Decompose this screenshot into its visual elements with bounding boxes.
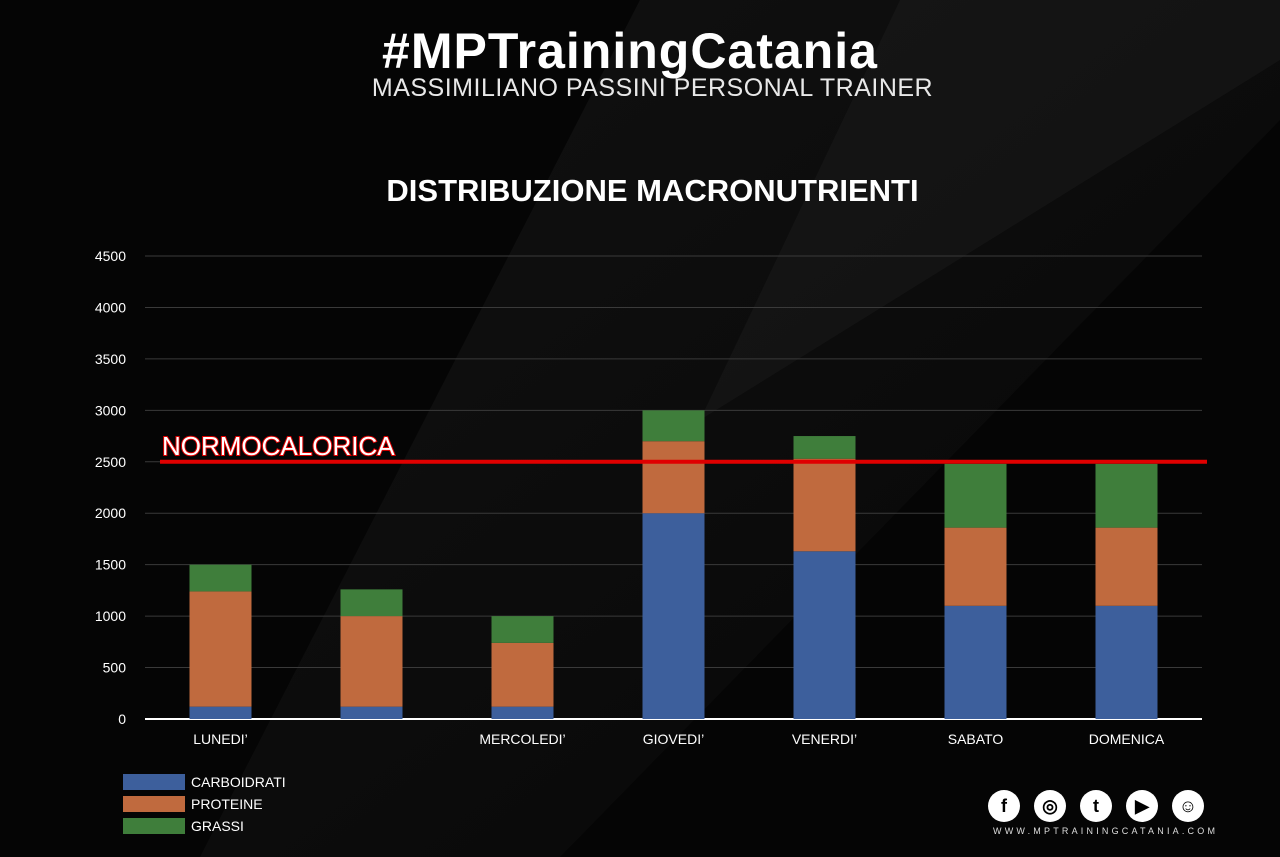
legend-item: CARBOIDRATI	[123, 771, 286, 793]
y-tick-label: 1500	[95, 557, 126, 573]
bar-segment-proteine	[642, 441, 705, 514]
y-tick-label: 2000	[95, 505, 126, 521]
x-tick-label: MERCOLEDI’	[479, 731, 565, 747]
brand-subtitle: MASSIMILIANO PASSINI PERSONAL TRAINER	[371, 74, 934, 102]
x-tick-label: GIOVEDI’	[643, 731, 704, 747]
reference-line-label: NORMOCALORICA	[162, 431, 395, 461]
legend-label: CARBOIDRATI	[191, 774, 286, 790]
social-icons: f ◎ t ▶ ☺	[988, 790, 1218, 822]
bar-segment-carboidrati	[491, 706, 554, 719]
snapchat-icon[interactable]: ☺	[1172, 790, 1204, 822]
bar-segment-proteine	[793, 458, 856, 552]
legend-label: GRASSI	[191, 818, 244, 834]
y-tick-label: 0	[118, 711, 126, 727]
bar-segment-grassi	[944, 463, 1007, 528]
y-tick-label: 3500	[95, 351, 126, 367]
bar-segment-grassi	[491, 616, 554, 643]
bar-segment-carboidrati	[944, 605, 1007, 719]
y-tick-label: 4500	[95, 248, 126, 264]
bar-segment-proteine	[944, 527, 1007, 606]
bar-segment-carboidrati	[642, 513, 705, 719]
legend-label: PROTEINE	[191, 796, 263, 812]
y-tick-label: 4000	[95, 299, 126, 315]
bar-segment-grassi	[1095, 463, 1158, 528]
instagram-icon[interactable]: ◎	[1034, 790, 1066, 822]
bar-segment-grassi	[189, 564, 252, 592]
legend-swatch	[123, 796, 185, 812]
bar-segment-proteine	[1095, 527, 1158, 606]
bar-segment-carboidrati	[793, 551, 856, 719]
x-tick-label: LUNEDI’	[193, 731, 247, 747]
x-tick-label: DOMENICA	[1089, 731, 1165, 747]
facebook-icon[interactable]: f	[988, 790, 1020, 822]
chart-title: DISTRIBUZIONE MACRONUTRIENTI	[386, 173, 919, 208]
legend-item: PROTEINE	[123, 793, 286, 815]
brand-title: #MPTrainingCatania	[382, 23, 878, 79]
bar-segment-proteine	[340, 616, 403, 707]
legend-swatch	[123, 818, 185, 834]
bar-segment-grassi	[642, 410, 705, 442]
legend-swatch	[123, 774, 185, 790]
x-tick-label: SABATO	[948, 731, 1004, 747]
y-tick-label: 1000	[95, 608, 126, 624]
y-tick-label: 2500	[95, 454, 126, 470]
bar-segment-carboidrati	[1095, 605, 1158, 719]
y-tick-label: 500	[103, 660, 127, 676]
bar-segment-proteine	[491, 642, 554, 707]
bar-segment-grassi	[793, 436, 856, 459]
bar-segment-carboidrati	[340, 706, 403, 719]
y-tick-label: 3000	[95, 402, 126, 418]
twitter-icon[interactable]: t	[1080, 790, 1112, 822]
youtube-icon[interactable]: ▶	[1126, 790, 1158, 822]
bar-segment-proteine	[189, 591, 252, 707]
legend-item: GRASSI	[123, 815, 286, 837]
website-url[interactable]: WWW.MPTRAININGCATANIA.COM	[993, 826, 1219, 836]
chart-legend: CARBOIDRATI PROTEINE GRASSI	[123, 771, 286, 837]
bar-segment-carboidrati	[189, 706, 252, 719]
bar-segment-grassi	[340, 589, 403, 617]
x-tick-label: VENERDI’	[792, 731, 857, 747]
